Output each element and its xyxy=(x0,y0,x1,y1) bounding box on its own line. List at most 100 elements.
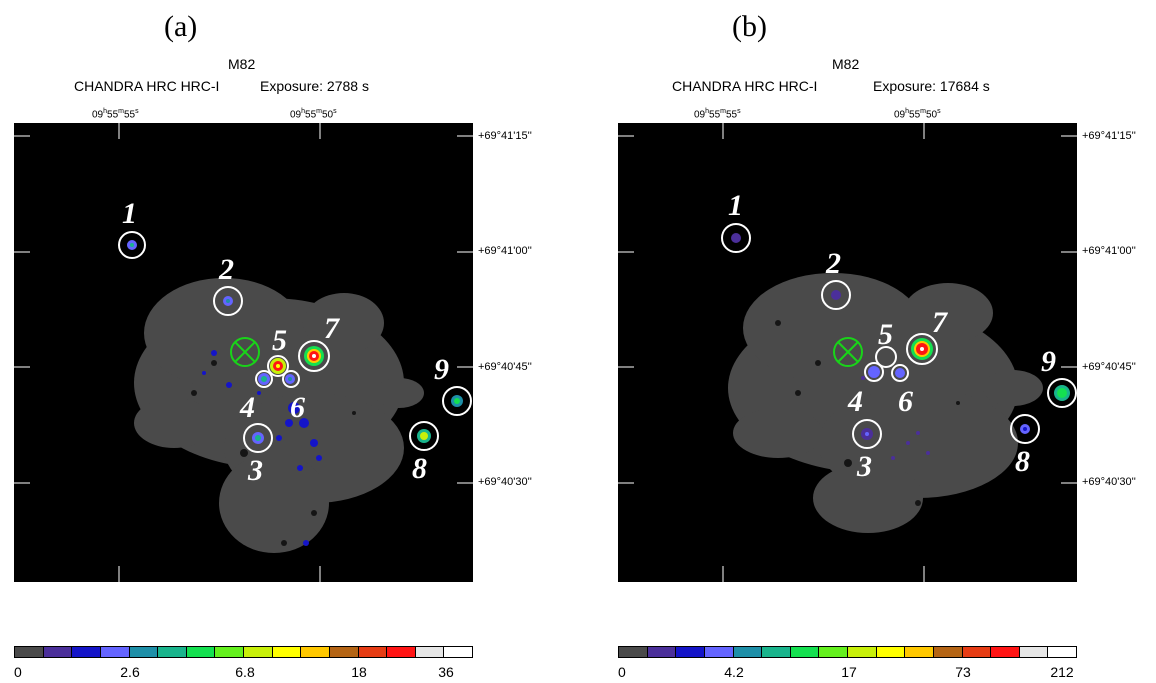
xray-image: 1 2 3 4 5 6 7 8 9 xyxy=(14,123,473,582)
source-number: 1 xyxy=(122,197,137,230)
source-number: 8 xyxy=(412,452,427,485)
colorbar-segment xyxy=(43,647,73,657)
colorbar-label: 2.6 xyxy=(120,664,140,680)
exposure-label: Exposure: 2788 s xyxy=(260,78,369,94)
diffuse-emission xyxy=(728,273,1043,533)
colorbar-segment xyxy=(991,647,1020,657)
colorbar-segment xyxy=(819,647,848,657)
colorbar-segment xyxy=(1048,647,1076,657)
dec-tick-label: +69°41'00'' xyxy=(478,245,532,257)
object-name: M82 xyxy=(832,56,860,72)
colorbar-label: 0 xyxy=(618,664,626,680)
colorbar-label: 212 xyxy=(1050,664,1074,680)
colorbar-label: 17 xyxy=(841,664,857,680)
colorbar-label: 18 xyxy=(351,664,367,680)
source-numbers: 1 2 3 4 5 6 7 8 9 xyxy=(122,197,449,487)
colorbar-segment xyxy=(704,647,734,657)
colorbar-segment xyxy=(100,647,130,657)
colorbar-label: 73 xyxy=(955,664,971,680)
colorbar-segment xyxy=(272,647,302,657)
source-number: 6 xyxy=(290,391,305,424)
source-number: 9 xyxy=(434,353,449,386)
dec-tick-label: +69°41'15'' xyxy=(478,130,532,142)
colorbar-segment xyxy=(676,647,705,657)
axis-ticks xyxy=(14,123,473,582)
colorbar-segment xyxy=(387,647,416,657)
colorbar xyxy=(14,646,473,658)
colorbar-segment xyxy=(72,647,101,657)
source-number: 5 xyxy=(272,324,287,357)
source-number: 7 xyxy=(932,306,948,339)
point-sources xyxy=(127,240,463,444)
object-name: M82 xyxy=(228,56,256,72)
colorbar-segment xyxy=(244,647,273,657)
ra-tick-label: 09h55m55s xyxy=(92,108,139,121)
dec-tick-label: +69°40'30'' xyxy=(478,476,532,488)
colorbar-segment xyxy=(762,647,791,657)
xray-image-svg: 1 2 3 4 5 6 7 8 9 xyxy=(618,123,1077,582)
dec-tick-label: +69°41'00'' xyxy=(1082,245,1136,257)
colorbar-segment xyxy=(158,647,187,657)
source-number: 9 xyxy=(1041,345,1056,378)
instrument-label: CHANDRA HRC HRC-I xyxy=(672,78,818,94)
colorbar-segment xyxy=(848,647,877,657)
colorbar-segment xyxy=(444,647,472,657)
colorbar-segment xyxy=(962,647,992,657)
source-numbers: 1 2 3 4 5 6 7 8 9 xyxy=(728,189,1056,483)
source-number: 4 xyxy=(239,391,255,424)
point-sources xyxy=(731,233,1070,440)
colorbar-segment xyxy=(647,647,677,657)
diffuse-emission xyxy=(134,278,424,553)
source-number: 3 xyxy=(856,450,872,483)
colorbar-segment xyxy=(905,647,934,657)
colorbar-segment xyxy=(415,647,445,657)
colorbar-segment xyxy=(933,647,963,657)
nucleus-marker xyxy=(230,337,260,367)
colorbar-label: 0 xyxy=(14,664,22,680)
colorbar-segment xyxy=(129,647,159,657)
dec-tick-label: +69°40'30'' xyxy=(1082,476,1136,488)
colorbar-segment xyxy=(301,647,330,657)
colorbar-segment xyxy=(329,647,359,657)
instrument-label: CHANDRA HRC HRC-I xyxy=(74,78,220,94)
colorbar-segment xyxy=(733,647,763,657)
exposure-label: Exposure: 17684 s xyxy=(873,78,990,94)
dec-tick-label: +69°41'15'' xyxy=(1082,130,1136,142)
source-number: 1 xyxy=(728,189,743,222)
ra-tick-label: 09h55m50s xyxy=(290,108,337,121)
source-number: 4 xyxy=(847,385,863,418)
colorbar-segment xyxy=(186,647,216,657)
colorbar-segment xyxy=(619,647,648,657)
dec-tick-label: +69°40'45'' xyxy=(478,361,532,373)
faint-emission xyxy=(861,376,930,460)
panel-a: (a) M82 CHANDRA HRC HRC-I Exposure: 2788… xyxy=(0,0,560,683)
colorbar-segment xyxy=(215,647,244,657)
xray-image-svg: 1 2 3 4 5 6 7 8 9 xyxy=(14,123,473,582)
nucleus-marker xyxy=(833,337,863,367)
panel-label: (a) xyxy=(164,10,198,43)
source-number: 2 xyxy=(218,253,234,286)
source-circles xyxy=(721,223,1077,449)
colorbar-label: 36 xyxy=(438,664,454,680)
colorbar-segment xyxy=(1019,647,1049,657)
source-number: 3 xyxy=(247,454,263,487)
source-number: 6 xyxy=(898,385,913,418)
ra-tick-label: 09h55m55s xyxy=(694,108,741,121)
axis-ticks xyxy=(618,123,1077,582)
ra-tick-label: 09h55m50s xyxy=(894,108,941,121)
colorbar-label: 6.8 xyxy=(235,664,255,680)
source-number: 2 xyxy=(825,247,841,280)
faint-emission xyxy=(202,350,322,546)
xray-image: 1 2 3 4 5 6 7 8 9 xyxy=(618,123,1077,582)
source-number: 5 xyxy=(878,318,893,351)
colorbar-segment xyxy=(15,647,44,657)
colorbar-segment xyxy=(358,647,388,657)
colorbar-segment xyxy=(790,647,820,657)
panel-b: (b) M82 CHANDRA HRC HRC-I Exposure: 1768… xyxy=(604,0,1156,683)
colorbar-label: 4.2 xyxy=(724,664,744,680)
source-number: 7 xyxy=(324,312,340,345)
colorbar-segment xyxy=(876,647,906,657)
dec-tick-label: +69°40'45'' xyxy=(1082,361,1136,373)
source-circles xyxy=(118,231,472,453)
panel-label: (b) xyxy=(732,10,767,43)
